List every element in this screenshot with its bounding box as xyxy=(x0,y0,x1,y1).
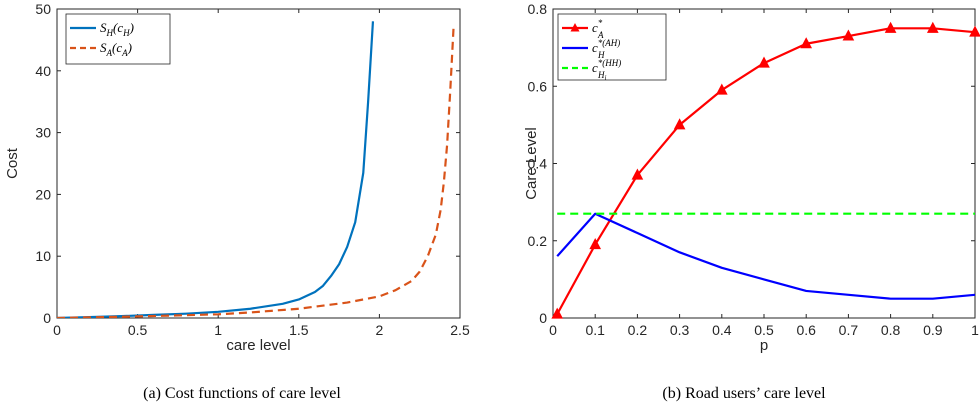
data-point-marker xyxy=(842,29,855,41)
legend-label-sup: *(HH) xyxy=(598,58,622,68)
legend-label-main: S xyxy=(100,40,107,55)
data-point-marker xyxy=(715,83,728,95)
legend-label: c* A xyxy=(592,18,604,40)
y-tick-label: 30 xyxy=(35,125,51,141)
x-tick-label: 0.5 xyxy=(128,322,148,338)
y-tick-label: 40 xyxy=(35,63,51,79)
legend-label: SH(cH) xyxy=(100,20,134,38)
x-tick-label: 0.2 xyxy=(628,322,648,338)
y-tick-label: 0.4 xyxy=(528,156,548,172)
data-point-marker xyxy=(800,37,813,49)
legend-marker xyxy=(570,23,580,32)
legend-label: c*(AH) H xyxy=(592,38,620,60)
legend-label-sup: *(AH) xyxy=(598,38,621,48)
data-point-marker xyxy=(884,21,897,33)
series-line-a-1 xyxy=(57,27,455,318)
x-tick-label: 0.1 xyxy=(585,322,605,338)
series-line-b-1 xyxy=(556,212,975,300)
y-axis-label: Cost xyxy=(4,147,21,179)
y-tick-label: 0 xyxy=(43,310,51,326)
legend-label-close: ) xyxy=(127,40,132,55)
x-tick-label: 0 xyxy=(53,322,61,338)
y-tick-label: 20 xyxy=(35,186,51,202)
y-tick-label: 0.8 xyxy=(528,1,548,17)
legend-box xyxy=(65,13,171,65)
legend-label-main: c xyxy=(592,20,598,35)
x-tick-label: 1 xyxy=(971,322,979,338)
y-tick-label: 0 xyxy=(539,310,547,326)
legend-label-sub: H xyxy=(106,28,114,38)
legend-a: SH(cH)SA(cA) xyxy=(65,13,171,65)
x-tick-label: 2 xyxy=(376,322,384,338)
data-point-marker xyxy=(969,25,980,37)
x-tick-label: 2.5 xyxy=(450,322,470,338)
x-tick-label: 0.5 xyxy=(754,322,774,338)
caption-a: (a) Cost functions of care level xyxy=(143,385,341,402)
y-tick-label: 10 xyxy=(35,248,51,264)
legend-label-arg-sub: H xyxy=(122,28,130,38)
legend-label-sub: H xyxy=(597,70,605,80)
x-tick-label: 1 xyxy=(214,322,222,338)
caption-b: (b) Road users’ care level xyxy=(662,385,826,402)
x-tick-label: 0 xyxy=(549,322,557,338)
legend-label-main: c xyxy=(592,60,598,75)
legend-label-arg: (c xyxy=(113,20,123,35)
y-tick-label: 50 xyxy=(35,1,51,17)
legend-label-main: S xyxy=(100,20,107,35)
legend-b: c* Ac*(AH) Hc*(HH) Hi xyxy=(557,13,667,82)
chart-b: 0 0.1 0.2 0.3 0.4 0.5 0.6 0.7 0.8 0.9 1 0 0.2 0.4 0.6 0… xyxy=(523,1,980,402)
legend-label: SA(cA) xyxy=(100,40,132,58)
x-tick-label: 0.3 xyxy=(670,322,690,338)
x-tick-label: 0.4 xyxy=(712,322,732,338)
legend-label-close: ) xyxy=(129,20,134,35)
x-axis-label: care level xyxy=(226,337,290,354)
legend-label-sup: * xyxy=(598,18,603,28)
x-tick-label: 0.7 xyxy=(839,322,859,338)
legend-label-sub: H xyxy=(597,50,605,60)
y-axis-label: Care Level xyxy=(523,127,540,200)
legend-label-arg: (c xyxy=(112,40,122,55)
legend-label-main: c xyxy=(592,40,598,55)
x-tick-label: 0.9 xyxy=(923,322,943,338)
data-point-marker xyxy=(551,307,564,319)
x-tick-label: 0.6 xyxy=(796,322,816,338)
y-tick-label: 0.2 xyxy=(528,233,548,249)
data-point-marker xyxy=(758,56,770,68)
y-tick-label: 0.6 xyxy=(528,78,548,94)
x-tick-label: 1.5 xyxy=(289,322,309,338)
legend-label: c*(HH) Hi xyxy=(592,58,621,82)
x-axis-label: p xyxy=(760,337,768,354)
data-point-marker xyxy=(589,238,602,250)
x-tick-label: 0.8 xyxy=(881,322,901,338)
data-point-marker xyxy=(631,168,644,180)
legend-label-arg-sub: A xyxy=(121,48,128,58)
legend-label-sub: A xyxy=(597,30,604,40)
legend-label-subsub: i xyxy=(605,74,607,82)
data-point-marker xyxy=(926,21,939,33)
legend-label-sub: A xyxy=(106,48,113,58)
data-point-marker xyxy=(673,118,686,130)
